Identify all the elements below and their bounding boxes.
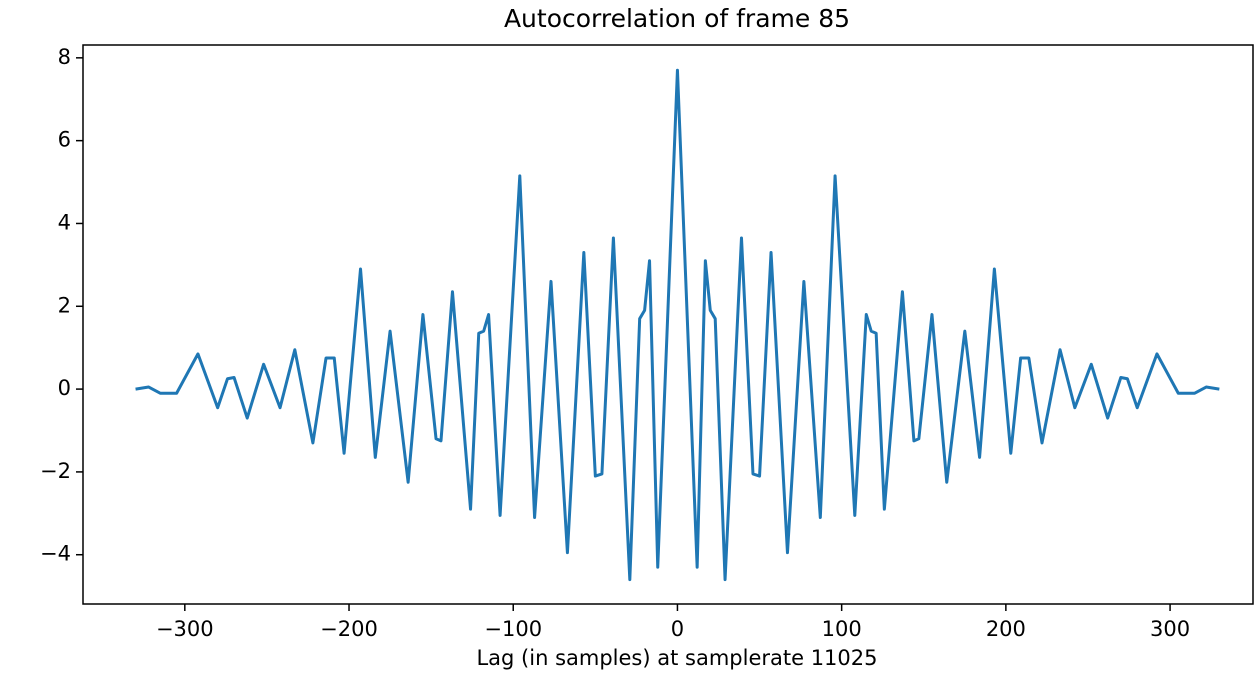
x-axis-label: Lag (in samples) at samplerate 11025 (476, 646, 877, 670)
data-line (135, 68, 1220, 582)
x-tick-label: −100 (484, 617, 542, 641)
y-tick-label: 0 (58, 376, 71, 400)
plot-frame (82, 44, 1254, 605)
x-tick-label: −300 (156, 617, 214, 641)
y-tick-label: −2 (40, 459, 71, 483)
x-tick-label: 100 (822, 617, 862, 641)
x-tick-label: 300 (1150, 617, 1190, 641)
x-tick-label: 200 (986, 617, 1026, 641)
y-tick-label: 4 (58, 210, 71, 234)
chart-title: Autocorrelation of frame 85 (504, 4, 850, 33)
y-tick-label: 8 (58, 45, 71, 69)
x-tick-label: 0 (671, 617, 684, 641)
y-tick-label: −4 (40, 542, 71, 566)
y-tick-label: 6 (58, 128, 71, 152)
x-tick-label: −200 (320, 617, 378, 641)
y-tick-label: 2 (58, 293, 71, 317)
